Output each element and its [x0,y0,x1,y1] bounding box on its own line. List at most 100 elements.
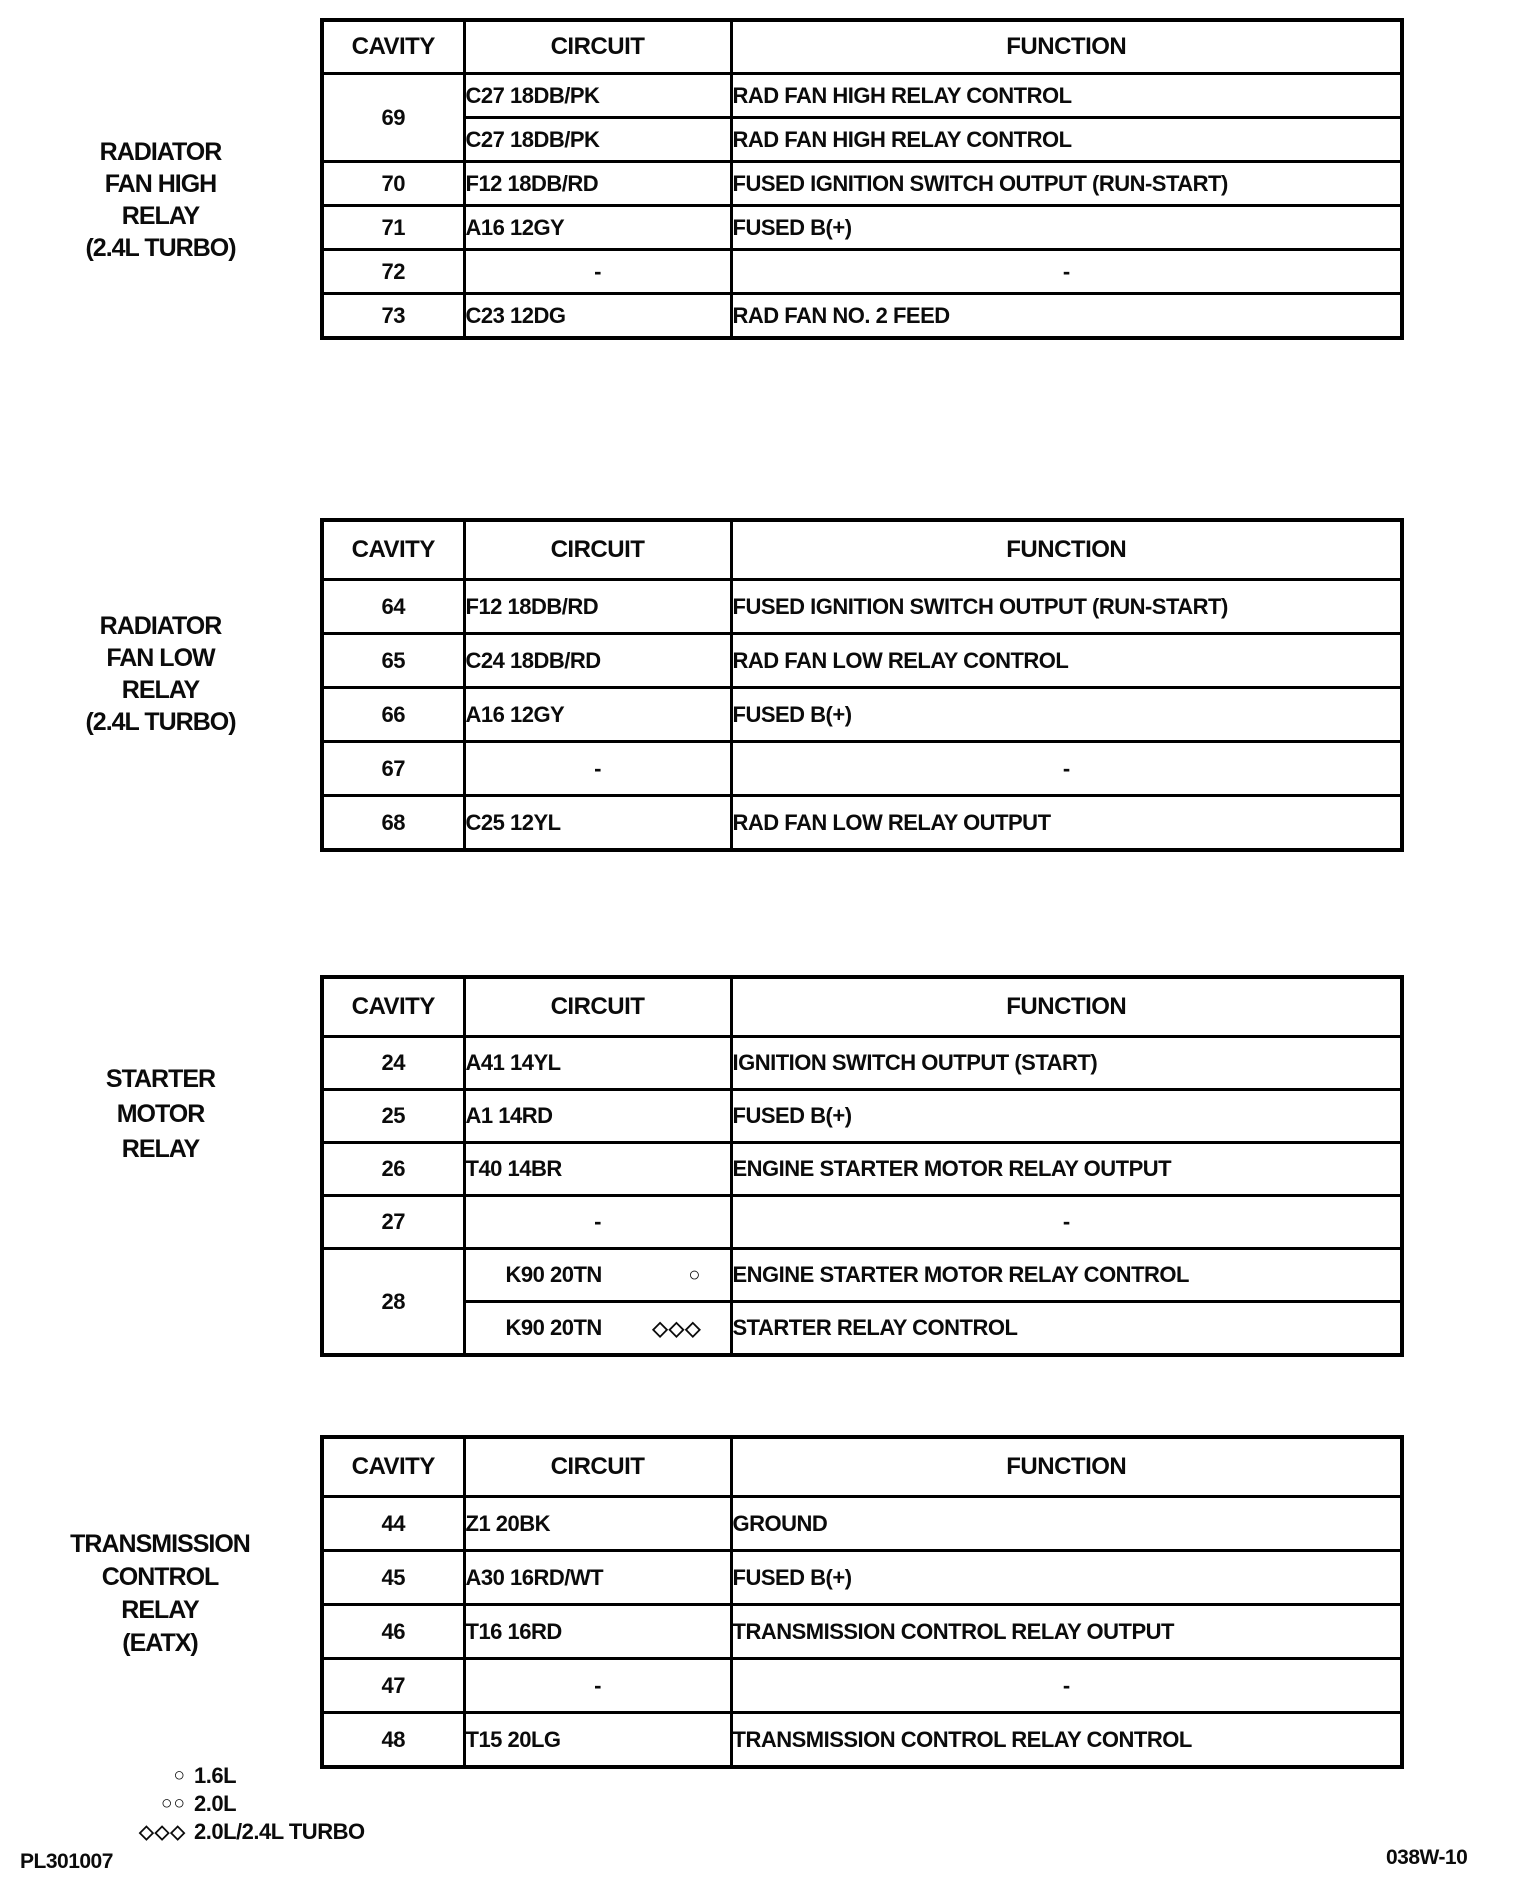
table-label-radiator-fan-high-relay: RADIATOR FAN HIGH RELAY (2.4L TURBO) [58,136,263,264]
label-line: (2.4L TURBO) [85,708,236,736]
function-cell: RAD FAN NO. 2 FEED [729,292,1404,340]
table-row: 47 - - [320,1657,1404,1714]
engine-variant-symbol: ○ [688,1263,702,1286]
pinout-table-starter-motor-relay: CAVITY CIRCUIT FUNCTION 24 A41 14YL IGNI… [320,975,1404,1357]
function-cell: ENGINE STARTER MOTOR RELAY CONTROL [729,1247,1404,1303]
circuit-cell: F12 18DB/RD [462,578,733,635]
table-row: 24 A41 14YL IGNITION SWITCH OUTPUT (STAR… [320,1035,1404,1091]
circuit-cell: C27 18DB/PK [462,72,733,119]
function-cell: RAD FAN LOW RELAY OUTPUT [729,794,1404,852]
column-header-circuit: CIRCUIT [462,975,733,1038]
circuit-code: K90 20TN [505,1315,603,1340]
circuit-cell: T40 14BR [462,1141,733,1197]
function-cell: RAD FAN LOW RELAY CONTROL [729,632,1404,689]
cavity-cell: 66 [320,686,466,743]
table-row: 71 A16 12GY FUSED B(+) [320,204,1404,251]
function-cell: FUSED B(+) [729,204,1404,251]
table-row: K90 20TN ◇◇◇ STARTER RELAY CONTROL [322,1300,1404,1357]
table-label-transmission-control-relay: TRANSMISSION CONTROL RELAY (EATX) [40,1528,280,1660]
cavity-cell: 46 [320,1603,466,1660]
cavity-cell: 45 [320,1549,466,1606]
table-row: 73 C23 12DG RAD FAN NO. 2 FEED [320,292,1404,340]
table-row: 28 K90 20TN ○ ENGINE STARTER MOTOR RELAY… [320,1247,1404,1357]
label-line: FAN LOW [106,644,215,672]
cavity-cell: 73 [320,292,466,340]
table-row: C27 18DB/PK RAD FAN HIGH RELAY CONTROL [322,116,1404,163]
column-header-cavity: CAVITY [320,18,466,75]
column-header-function: FUNCTION [729,975,1404,1038]
legend-item: ○ 1.6L [120,1762,365,1790]
label-line: RELAY [121,1135,200,1163]
cavity-cell: 70 [320,160,466,207]
label-line: RADIATOR [99,612,223,640]
function-cell: TRANSMISSION CONTROL RELAY OUTPUT [729,1603,1404,1660]
cavity-cell: 67 [320,740,466,797]
cavity-cell: 44 [320,1495,466,1552]
label-line: TRANSMISSION [70,1530,251,1558]
function-cell: - [729,1657,1404,1714]
function-cell: IGNITION SWITCH OUTPUT (START) [729,1035,1404,1091]
column-header-function: FUNCTION [729,1435,1404,1498]
circuit-cell: F12 18DB/RD [462,160,733,207]
function-cell: FUSED B(+) [729,686,1404,743]
legend-item: ○○ 2.0L [120,1790,365,1818]
label-line: RELAY [121,202,200,230]
cavity-cell: 69 [320,72,466,163]
circuit-cell: A16 12GY [462,204,733,251]
circuit-cell: A1 14RD [462,1088,733,1144]
column-header-cavity: CAVITY [320,975,466,1038]
function-cell: RAD FAN HIGH RELAY CONTROL [729,116,1404,163]
table-label-radiator-fan-low-relay: RADIATOR FAN LOW RELAY (2.4L TURBO) [58,610,263,738]
table-label-starter-motor-relay: STARTER MOTOR RELAY [58,1062,263,1167]
table-row: 48 T15 20LG TRANSMISSION CONTROL RELAY C… [320,1711,1404,1769]
function-cell: - [729,248,1404,295]
circuit-code: K90 20TN [505,1262,603,1287]
legend-item: ◇◇◇ 2.0L/2.4L TURBO [120,1818,365,1846]
column-header-function: FUNCTION [729,18,1404,75]
circuit-cell: C27 18DB/PK [462,116,733,163]
circuit-cell: T16 16RD [462,1603,733,1660]
function-cell: RAD FAN HIGH RELAY CONTROL [729,72,1404,119]
table-row: 25 A1 14RD FUSED B(+) [320,1088,1404,1144]
table-row: 67 - - [320,740,1404,797]
table-row: 70 F12 18DB/RD FUSED IGNITION SWITCH OUT… [320,160,1404,207]
header-row: CAVITY CIRCUIT FUNCTION [320,1435,1404,1498]
table-container: CAVITY CIRCUIT FUNCTION 24 A41 14YL IGNI… [320,975,1404,1357]
label-line: (2.4L TURBO) [85,234,236,262]
circuit-cell: C24 18DB/RD [462,632,733,689]
cavity-cell: 64 [320,578,466,635]
column-header-cavity: CAVITY [320,518,466,581]
legend-label: 2.0L/2.4L TURBO [194,1819,365,1844]
table-row: 72 - - [320,248,1404,295]
triple-diamond-symbol: ◇◇◇ [139,1821,186,1843]
engine-symbol-legend: ○ 1.6L ○○ 2.0L ◇◇◇ 2.0L/2.4L TURBO [120,1762,365,1846]
table-row: 46 T16 16RD TRANSMISSION CONTROL RELAY O… [320,1603,1404,1660]
cavity-cell: 28 [320,1247,466,1357]
table-row: 64 F12 18DB/RD FUSED IGNITION SWITCH OUT… [320,578,1404,635]
label-line: RELAY [121,676,200,704]
circuit-cell: A41 14YL [462,1035,733,1091]
header-row: CAVITY CIRCUIT FUNCTION [320,975,1404,1038]
circuit-cell: - [462,740,733,797]
function-cell: FUSED IGNITION SWITCH OUTPUT (RUN-START) [729,578,1404,635]
table-container: CAVITY CIRCUIT FUNCTION 44 Z1 20BK GROUN… [320,1435,1404,1769]
circuit-cell: K90 20TN ◇◇◇ [462,1300,733,1357]
cavity-cell: 26 [320,1141,466,1197]
label-line: FAN HIGH [104,170,217,198]
table-row: 66 A16 12GY FUSED B(+) [320,686,1404,743]
circuit-cell: Z1 20BK [462,1495,733,1552]
function-cell: ENGINE STARTER MOTOR RELAY OUTPUT [729,1141,1404,1197]
cavity-cell: 48 [320,1711,466,1769]
function-cell: - [729,1194,1404,1250]
label-line: RADIATOR [99,138,223,166]
cavity-cell: 65 [320,632,466,689]
doc-code: PL301007 [20,1850,113,1873]
header-row: CAVITY CIRCUIT FUNCTION [320,518,1404,581]
table-row: 27 - - [320,1194,1404,1250]
table-row: 69 C27 18DB/PK RAD FAN HIGH RELAY CONTRO… [320,72,1404,163]
circuit-cell: C23 12DG [462,292,733,340]
legend-label: 2.0L [194,1791,237,1816]
label-line: MOTOR [116,1100,206,1128]
circuit-cell: A30 16RD/WT [462,1549,733,1606]
